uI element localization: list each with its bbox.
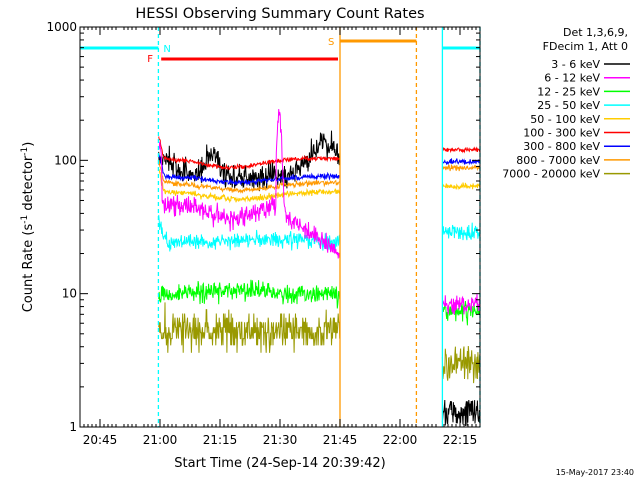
legend-header-line-1: Det 1,3,6,9, bbox=[563, 26, 628, 39]
x-tick-label: 20:45 bbox=[83, 433, 118, 447]
y-tick-label: 100 bbox=[54, 153, 77, 167]
plot-frame bbox=[79, 26, 481, 428]
legend-label: 25 - 50 keV bbox=[537, 99, 600, 112]
x-tick-label: 22:00 bbox=[383, 433, 418, 447]
series-line bbox=[79, 109, 481, 315]
series-line bbox=[79, 214, 481, 252]
y-axis-label: Count Rate (s-1 detector-1) bbox=[20, 142, 36, 313]
plot-annotations: NF S bbox=[80, 27, 481, 427]
chart-title: HESSI Observing Summary Count Rates bbox=[135, 6, 424, 22]
y-axis-label-main: Count Rate (s bbox=[21, 224, 36, 313]
axes: 1 10 100 1000 20:45 21:00 21:15 21:30 21:45 22:00… bbox=[46, 20, 480, 447]
footer-date: 15-May-2017 23:40 bbox=[556, 468, 634, 477]
x-tick-label: 21:30 bbox=[263, 433, 298, 447]
series-line bbox=[79, 279, 481, 326]
series-line bbox=[79, 130, 481, 427]
plot-series bbox=[79, 109, 481, 427]
legend-label: 100 - 300 keV bbox=[523, 127, 600, 140]
legend-label: 6 - 12 keV bbox=[544, 72, 600, 85]
saa-label: S bbox=[328, 37, 334, 48]
y-tick-label: 10 bbox=[62, 287, 77, 301]
legend-label: 300 - 800 keV bbox=[523, 140, 600, 153]
y-axis-label-sup1: -1 bbox=[20, 215, 30, 224]
legend-label: 50 - 100 keV bbox=[530, 113, 600, 126]
legend-label: 3 - 6 keV bbox=[551, 58, 600, 71]
series-line bbox=[79, 153, 481, 186]
x-tick-label: 21:15 bbox=[203, 433, 238, 447]
x-tick-label: 22:15 bbox=[443, 433, 478, 447]
flare-label: F bbox=[147, 54, 153, 65]
series-line bbox=[79, 136, 481, 171]
night-label: N bbox=[163, 44, 170, 55]
y-tick-label: 1 bbox=[69, 420, 77, 434]
legend-header-line-2: FDecim 1, Att 0 bbox=[543, 40, 628, 53]
y-tick-label: 1000 bbox=[46, 20, 77, 34]
legend-label: 7000 - 20000 keV bbox=[502, 168, 600, 181]
legend-label: 800 - 7000 keV bbox=[516, 154, 600, 167]
series-line bbox=[79, 302, 481, 384]
y-axis-label-mid: detector bbox=[21, 155, 36, 215]
y-axis-label-end: ) bbox=[21, 142, 36, 147]
legend-label: 12 - 25 keV bbox=[537, 85, 600, 98]
x-axis-label: Start Time (24-Sep-14 20:39:42) bbox=[174, 456, 385, 471]
x-tick-label: 21:45 bbox=[323, 433, 358, 447]
x-tick-label: 21:00 bbox=[143, 433, 178, 447]
legend: Det 1,3,6,9, FDecim 1, Att 0 3 - 6 keV6 … bbox=[502, 26, 630, 181]
y-axis-label-sup2: -1 bbox=[20, 147, 30, 156]
